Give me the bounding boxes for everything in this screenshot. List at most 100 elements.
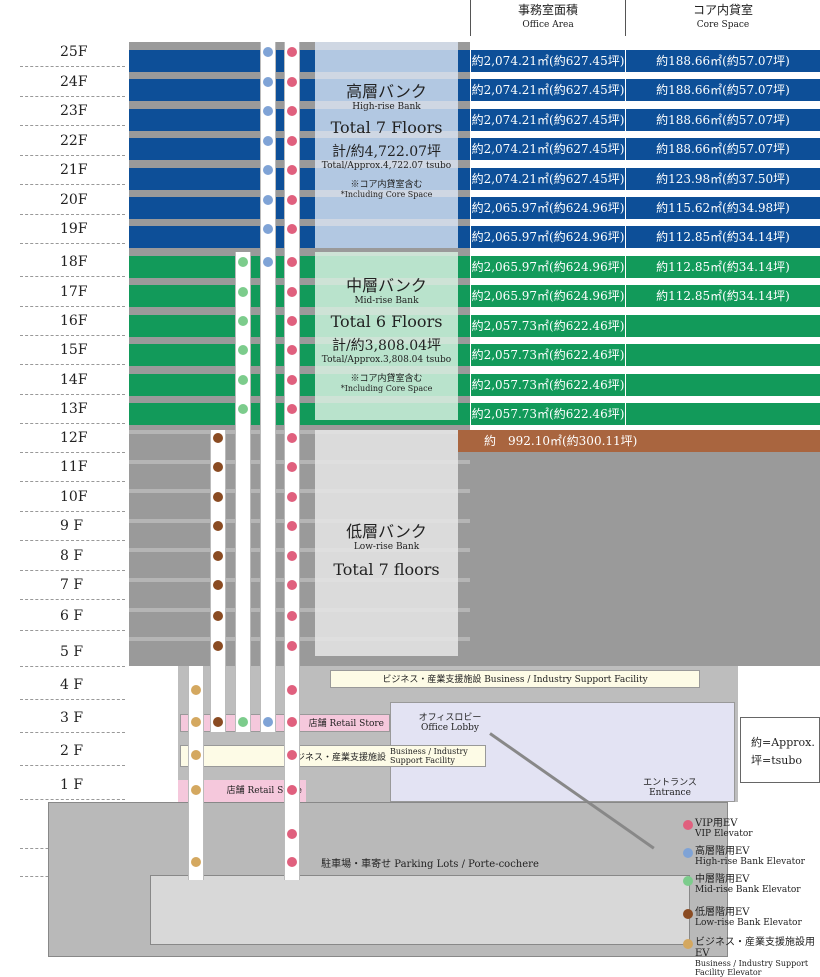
- mid-rise-elevator-stop: [238, 316, 248, 326]
- core-space-cell: 約112.85㎡(約34.14坪): [625, 226, 820, 249]
- office-area-cell: 約2,074.21㎡(約627.45坪): [470, 138, 625, 161]
- legend-item: 低層階用EV Low-rise Bank Elevator: [683, 907, 802, 929]
- floor-label: 20F: [20, 186, 125, 215]
- floor-label: 21F: [20, 156, 125, 185]
- low-rise-elevator-stop: [213, 462, 223, 472]
- mid-rise-elevator-stop: [238, 287, 248, 297]
- floor-label: 6 F: [20, 602, 125, 631]
- low-rise-elevator-stop: [213, 551, 223, 561]
- legend-ja: VIP用EV: [695, 818, 738, 829]
- legend-item: 中層階用EV Mid-rise Bank Elevator: [683, 874, 801, 896]
- parking-label: 駐車場・車寄せ Parking Lots / Porte-cochere: [321, 859, 539, 870]
- vip-elevator-stop: [287, 136, 297, 146]
- mid-rise-elevator-shaft: [235, 252, 251, 732]
- floor-label: 3 F: [20, 704, 125, 733]
- high-bank-ja: 高層バンク: [346, 82, 427, 101]
- vip-elevator-stop: [287, 492, 297, 502]
- low-rise-elevator-stop: [213, 641, 223, 651]
- vip-elevator-stop: [287, 521, 297, 531]
- office-area-cell: 約2,057.73㎡(約622.46坪): [470, 373, 625, 396]
- mid-bank-note-en: *Including Core Space: [340, 384, 433, 393]
- legend-color-icon: [683, 909, 693, 919]
- floor-label: 23F: [20, 97, 125, 126]
- mid-rise-elevator-stop: [238, 717, 248, 727]
- high-rise-elevator-stop: [263, 224, 273, 234]
- legend-ja: 高層階用EV: [695, 846, 750, 857]
- core-space-cell: 約188.66㎡(約57.07坪): [625, 50, 820, 72]
- vip-elevator-stop: [287, 580, 297, 590]
- floor-label: 25F: [20, 38, 125, 67]
- vip-elevator-shaft: [284, 42, 300, 880]
- high-bank-info: 高層バンク High-rise Bank Total 7 Floors 計/約4…: [315, 78, 458, 199]
- office-area-cell: 約2,057.73㎡(約622.46坪): [470, 403, 625, 425]
- legend-en: Business / Industry Support Facility Ele…: [695, 959, 809, 977]
- office-area-cell: 約2,074.21㎡(約627.45坪): [470, 167, 625, 190]
- high-bank-floors: Total 7 Floors: [330, 118, 443, 137]
- vip-elevator-stop: [287, 785, 297, 795]
- business-elevator-shaft: [188, 666, 204, 880]
- entrance-label: エントランス Entrance: [630, 775, 710, 798]
- mid-bank-note-ja: ※コア内貸室含む: [350, 374, 423, 384]
- vip-elevator-stop: [287, 829, 297, 839]
- entrance-ja: エントランス: [643, 778, 697, 788]
- high-rise-elevator-shaft: [260, 42, 276, 732]
- core-ja: コア内貸室: [692, 3, 753, 17]
- low-rise-elevator-stop: [213, 521, 223, 531]
- vip-elevator-stop: [287, 165, 297, 175]
- core-space-cell: [625, 344, 820, 367]
- vip-elevator-stop: [287, 551, 297, 561]
- lobby-ja: オフィスロビー: [418, 713, 482, 723]
- office-area-cell: 約2,057.73㎡(約622.46坪): [470, 314, 625, 337]
- office-area-cell: 約2,074.21㎡(約627.45坪): [470, 108, 625, 131]
- vip-elevator-stop: [287, 345, 297, 355]
- mid-bank-total-ja: 計/約3,808.04坪: [331, 338, 442, 354]
- vip-elevator-stop: [287, 106, 297, 116]
- unit-key: 約=Approx. 坪=tsubo: [740, 717, 820, 783]
- legend-color-icon: [683, 820, 693, 830]
- office-area-cell: 約2,065.97㎡(約624.96坪): [470, 285, 625, 308]
- low-rise-elevator-stop: [213, 611, 223, 621]
- floor-label: 14F: [20, 366, 125, 395]
- floor-label: 18F: [20, 248, 125, 277]
- legend-item: ビジネス・産業支援施設用EV Business / Industry Suppor…: [683, 937, 820, 977]
- office-area-cell: 約2,065.97㎡(約624.96坪): [470, 256, 625, 278]
- high-rise-elevator-stop: [263, 257, 273, 267]
- floor-label: 4 F: [20, 671, 125, 700]
- high-rise-elevator-stop: [263, 136, 273, 146]
- biz-facility-2f: ビジネス・産業支援施設 Business / Industry Support F…: [180, 745, 486, 767]
- low-rise-table-area: [470, 452, 820, 666]
- biz2-ja: ビジネス・産業支援施設: [286, 752, 386, 763]
- vip-elevator-stop: [287, 641, 297, 651]
- low-bank-floors: Total 7 floors: [333, 560, 440, 579]
- lobby-en: Office Lobby: [421, 723, 479, 733]
- floor-label: 8 F: [20, 542, 125, 571]
- mid-rise-elevator-stop: [238, 257, 248, 267]
- vip-elevator-stop: [287, 717, 297, 727]
- business-elevator-stop: [191, 685, 201, 695]
- legend-ja: ビジネス・産業支援施設用EV: [695, 937, 815, 959]
- floor-label: 12F: [20, 424, 125, 453]
- business-elevator-stop: [191, 750, 201, 760]
- high-rise-elevator-stop: [263, 77, 273, 87]
- floor-label: 9 F: [20, 512, 125, 541]
- high-bank-total-en: Total/Approx.4,722.07 tsubo: [321, 161, 452, 171]
- office-area-cell: 約 992.10㎡(約300.11坪): [458, 430, 820, 452]
- office-area-ja: 事務室面積: [517, 3, 578, 17]
- low-bank-en: Low-rise Bank: [353, 542, 420, 552]
- floor-label: 19F: [20, 215, 125, 244]
- core-space-cell: [625, 403, 820, 425]
- floor-label: 17F: [20, 278, 125, 307]
- vip-elevator-stop: [287, 462, 297, 472]
- floor-label: 24F: [20, 68, 125, 97]
- business-elevator-stop: [191, 857, 201, 867]
- header-core-space: コア内貸室 Core Space: [625, 0, 820, 36]
- entrance-en: Entrance: [649, 788, 691, 798]
- mid-rise-elevator-stop: [238, 375, 248, 385]
- low-rise-elevator-stop: [213, 433, 223, 443]
- legend-ja: 中層階用EV: [695, 874, 750, 885]
- biz-facility-4f: ビジネス・産業支援施設 Business / Industry Support …: [330, 670, 700, 688]
- vip-elevator-stop: [287, 685, 297, 695]
- low-rise-elevator-stop: [213, 580, 223, 590]
- high-rise-elevator-stop: [263, 165, 273, 175]
- legend-en: Mid-rise Bank Elevator: [695, 885, 801, 895]
